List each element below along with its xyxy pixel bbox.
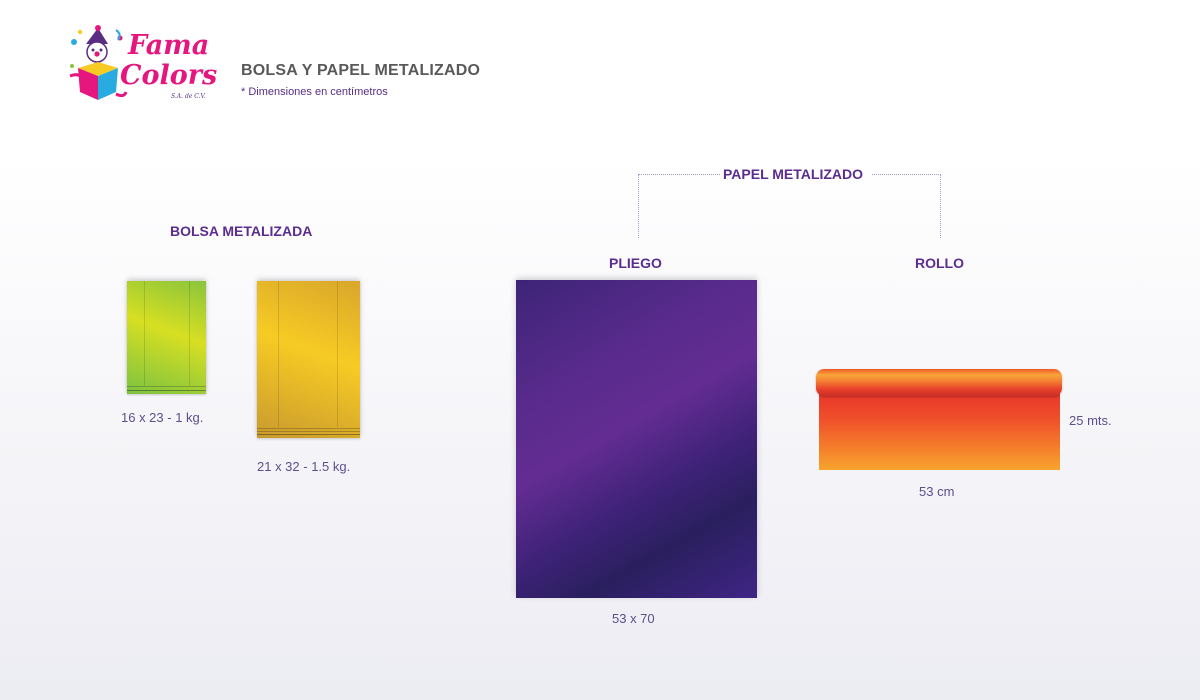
rollo-width-caption: 53 cm: [919, 484, 955, 499]
logo-name-line1: Fama: [128, 30, 210, 61]
bag-large: [257, 281, 360, 438]
rollo-title: ROLLO: [915, 255, 964, 271]
papel-section-title: PAPEL METALIZADO: [723, 166, 863, 182]
bracket-right-leg: [940, 174, 941, 238]
gift-box-clown-icon: [69, 25, 128, 100]
bracket-left-leg: [638, 174, 639, 238]
logo-suffix: S.A. de C.V.: [171, 93, 206, 100]
fama-colors-logo: Fama Colors S.A. de C.V.: [68, 24, 217, 104]
bracket-left-line: [638, 174, 720, 175]
bag-small-caption: 16 x 23 - 1 kg.: [121, 410, 204, 425]
bolsa-section-title: BOLSA METALIZADA: [170, 223, 313, 239]
rollo-sheet: [819, 390, 1060, 470]
logo-name-line2: Colors: [120, 60, 218, 91]
page-subtitle: * Dimensiones en centímetros: [241, 86, 388, 98]
pliego-caption: 53 x 70: [612, 611, 655, 626]
rollo-length-caption: 25 mts.: [1069, 413, 1112, 428]
rollo-cylinder: [816, 369, 1062, 396]
bag-small: [127, 281, 206, 394]
bracket-right-line: [872, 174, 941, 175]
page-title: BOLSA Y PAPEL METALIZADO: [241, 62, 481, 79]
bag-large-caption: 21 x 32 - 1.5 kg.: [257, 459, 351, 474]
pliego-sheet: [516, 280, 757, 598]
pliego-title: PLIEGO: [609, 255, 662, 271]
